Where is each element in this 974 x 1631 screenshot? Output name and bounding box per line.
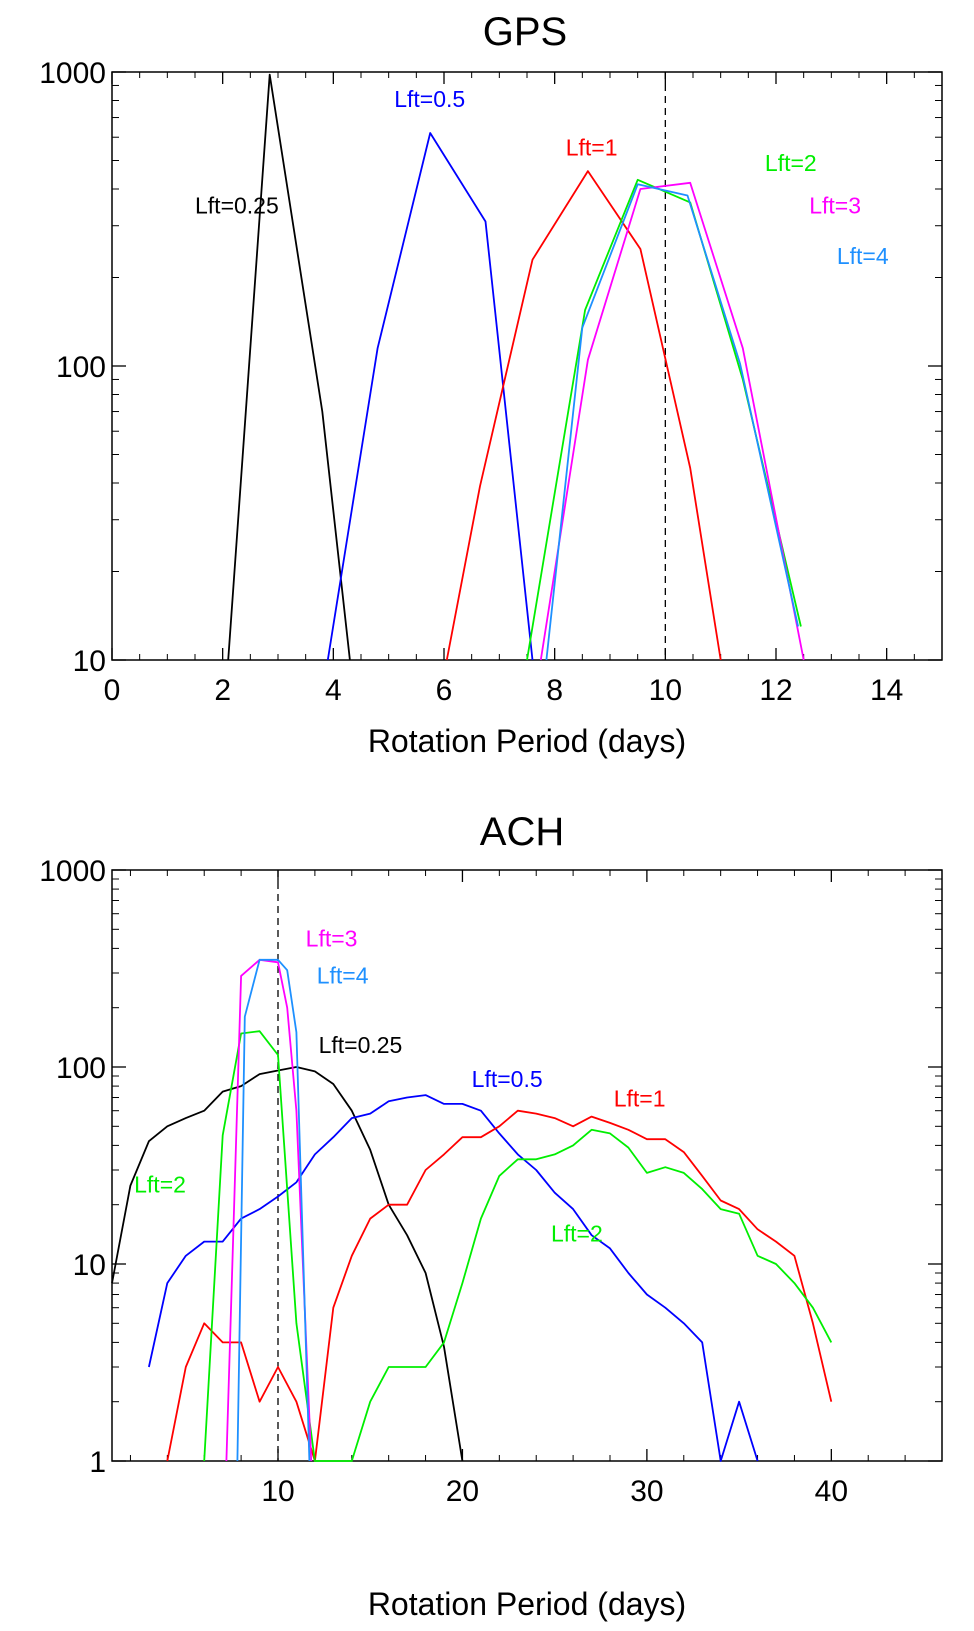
series-line-lft-4 [236, 958, 311, 1462]
series-label-lft-2: Lft=2 [134, 1172, 186, 1198]
series-line-lft-1 [166, 1109, 833, 1462]
series-line-lft-0-5 [148, 1094, 759, 1462]
series-label-lft-4: Lft=4 [837, 243, 889, 269]
gps-annotations: Lft=0.25 Lft=0.5 Lft=1 Lft=2 Lft=3 Lft=4 [195, 86, 889, 269]
ach-series-group [111, 958, 833, 1462]
series-label-lft-2: Lft=2 [551, 1221, 603, 1247]
x-tick-label: 30 [630, 1475, 663, 1508]
gps-title: GPS [483, 10, 567, 54]
gps-plot-frame [111, 71, 943, 661]
y-tick-label: 100 [56, 1052, 106, 1085]
series-line-lft-2 [526, 178, 802, 661]
ach-annotations: Lft=3 Lft=4 Lft=0.25 Lft=0.5 Lft=1 Lft=2 Lft=2 [134, 925, 665, 1246]
series-line-lft-3 [225, 958, 313, 1462]
gps-panel: GPS 0 2 4 6 8 10 12 14 10 100 1000 Lft=0.25 Lft=0.5… [39, 10, 943, 759]
x-tick-label: 40 [815, 1475, 848, 1508]
y-tick-label: 10 [73, 1249, 106, 1282]
series-label-lft-3: Lft=3 [306, 925, 358, 951]
y-tick-label: 1000 [39, 57, 106, 90]
series-label-lft-0-25: Lft=0.25 [195, 193, 279, 219]
ach-x-axis-label: Rotation Period (days) [368, 1586, 686, 1622]
series-line-lft-0-25 [227, 73, 351, 661]
y-tick-label: 100 [56, 351, 106, 384]
gps-series-group [227, 73, 805, 661]
gps-ticks: 0 2 4 6 8 10 12 14 10 100 1000 [39, 57, 943, 707]
series-line-lft-0-5 [326, 132, 534, 661]
series-label-lft-1: Lft=1 [614, 1086, 666, 1112]
ach-plot-frame [111, 869, 943, 1462]
series-label-lft-0-5: Lft=0.5 [472, 1066, 543, 1092]
series-line-lft-0-25 [111, 1066, 464, 1462]
series-line-lft-4 [545, 183, 799, 661]
series-label-lft-1: Lft=1 [566, 134, 618, 160]
x-tick-label: 6 [436, 674, 453, 707]
ach-title: ACH [480, 810, 564, 854]
ach-panel: ACH 10 20 30 40 1 10 100 1000 Lft=3 Lft=4 Lft=0.2… [39, 810, 943, 1622]
x-tick-label: 10 [649, 674, 682, 707]
series-label-lft-2: Lft=2 [765, 150, 817, 176]
series-line-lft-3 [539, 181, 805, 661]
x-tick-label: 10 [261, 1475, 294, 1508]
series-label-lft-3: Lft=3 [809, 193, 861, 219]
ach-ticks: 10 20 30 40 1 10 100 1000 [39, 855, 943, 1508]
gps-x-axis-label: Rotation Period (days) [368, 723, 686, 759]
x-tick-label: 0 [104, 674, 121, 707]
x-tick-label: 14 [870, 674, 903, 707]
y-tick-label: 10 [73, 645, 106, 678]
x-tick-label: 20 [446, 1475, 479, 1508]
x-tick-label: 2 [214, 674, 231, 707]
x-tick-label: 8 [546, 674, 563, 707]
y-tick-label: 1000 [39, 855, 106, 888]
series-label-lft-0-25: Lft=0.25 [319, 1032, 403, 1058]
series-line-lft-1 [445, 170, 722, 661]
x-tick-label: 12 [759, 674, 792, 707]
series-label-lft-4: Lft=4 [317, 963, 369, 989]
y-tick-label: 1 [89, 1446, 106, 1479]
series-label-lft-0-5: Lft=0.5 [394, 86, 465, 112]
x-tick-label: 4 [325, 674, 342, 707]
